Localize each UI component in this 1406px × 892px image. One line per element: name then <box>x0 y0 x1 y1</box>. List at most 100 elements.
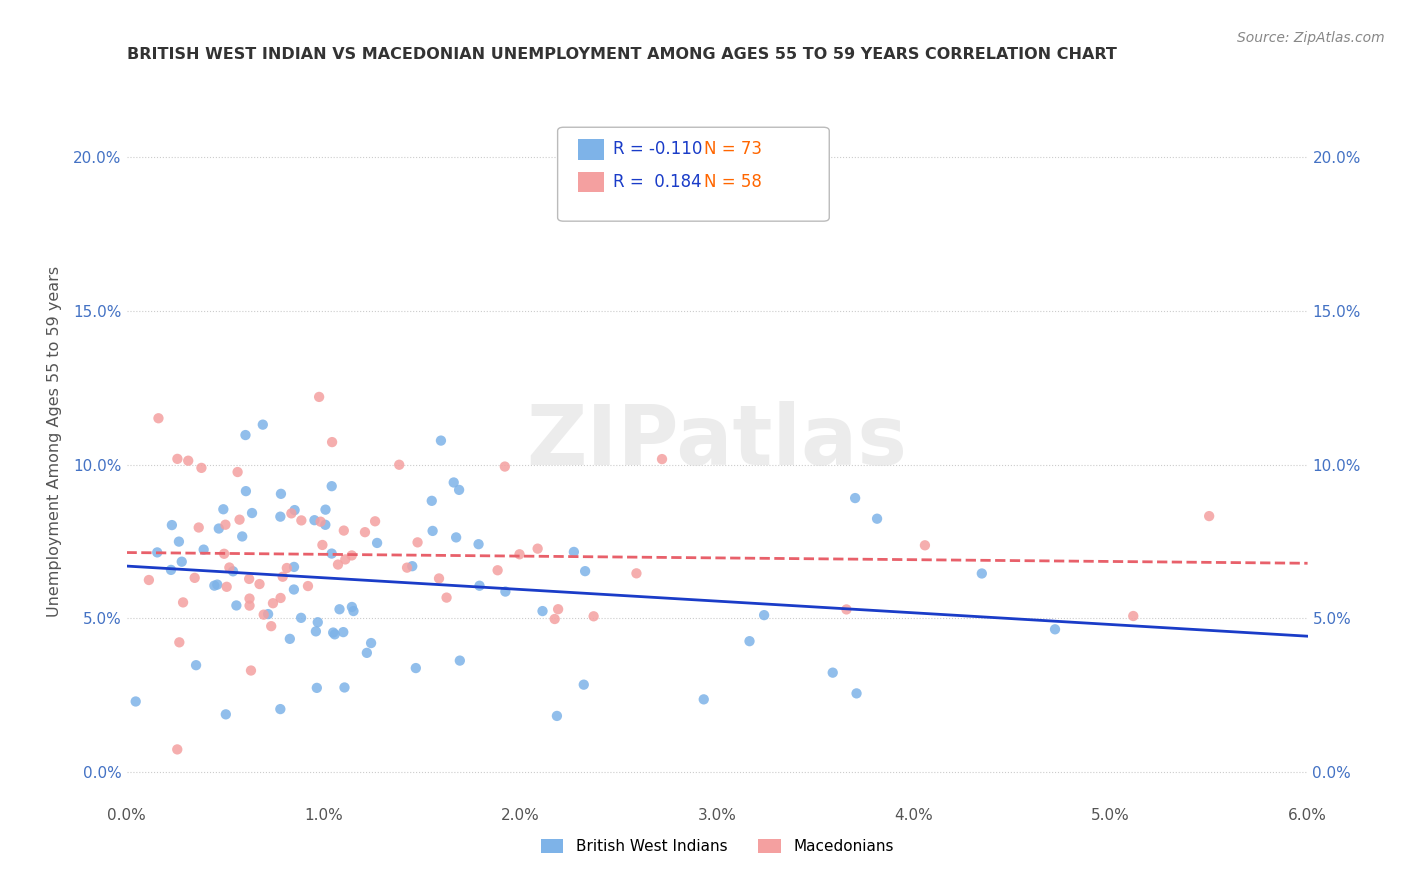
Point <box>315 502 337 516</box>
Point <box>240 506 263 520</box>
Point <box>321 435 343 450</box>
Point <box>430 434 453 448</box>
Point <box>187 520 209 534</box>
Point <box>388 458 411 472</box>
Point <box>1122 609 1144 624</box>
Point <box>468 579 491 593</box>
Text: N = 58: N = 58 <box>704 173 762 191</box>
Point <box>326 558 349 572</box>
Point <box>271 570 294 584</box>
Point <box>626 566 648 581</box>
Point <box>290 513 312 527</box>
Point <box>235 428 257 442</box>
Point <box>269 702 291 716</box>
Point <box>547 602 569 616</box>
Point <box>323 627 346 641</box>
Point <box>257 607 280 621</box>
Point <box>422 524 444 538</box>
Point <box>270 487 292 501</box>
Point <box>333 524 356 538</box>
Text: BRITISH WEST INDIAN VS MACEDONIAN UNEMPLOYMENT AMONG AGES 55 TO 59 YEARS CORRELA: BRITISH WEST INDIAN VS MACEDONIAN UNEMPL… <box>127 47 1116 62</box>
Point <box>125 694 148 708</box>
Point <box>160 563 183 577</box>
Point <box>218 560 240 574</box>
Point <box>1198 509 1220 524</box>
Point <box>138 573 160 587</box>
Point <box>335 552 357 566</box>
Point <box>290 611 312 625</box>
Point <box>193 542 215 557</box>
Point <box>166 742 188 756</box>
Point <box>562 545 585 559</box>
Point <box>574 564 596 578</box>
FancyBboxPatch shape <box>558 128 830 221</box>
Point <box>283 560 305 574</box>
Point <box>509 547 531 561</box>
Point <box>177 453 200 467</box>
Point <box>172 595 194 609</box>
Point <box>738 634 761 648</box>
Point <box>297 579 319 593</box>
Point <box>546 709 568 723</box>
Point <box>1043 622 1066 636</box>
Point <box>160 518 183 533</box>
Point <box>309 515 332 529</box>
Point <box>321 547 343 561</box>
Point <box>166 451 188 466</box>
Point <box>311 538 333 552</box>
Point <box>360 636 382 650</box>
Point <box>308 390 330 404</box>
Point <box>821 665 844 680</box>
Point <box>238 572 260 586</box>
Legend: British West Indians, Macedonians: British West Indians, Macedonians <box>534 833 900 860</box>
Point <box>231 529 253 543</box>
Point <box>278 632 301 646</box>
Text: Source: ZipAtlas.com: Source: ZipAtlas.com <box>1237 31 1385 45</box>
Point <box>444 530 467 544</box>
Point <box>305 624 328 639</box>
Point <box>305 681 328 695</box>
Point <box>356 646 378 660</box>
Y-axis label: Unemployment Among Ages 55 to 59 years: Unemployment Among Ages 55 to 59 years <box>48 266 62 617</box>
Point <box>395 560 418 574</box>
Point <box>321 479 343 493</box>
Point <box>340 549 363 563</box>
Point <box>333 681 356 695</box>
Point <box>449 483 471 497</box>
Point <box>208 522 231 536</box>
Point <box>340 599 363 614</box>
Point <box>835 602 858 616</box>
Point <box>332 625 354 640</box>
Point <box>420 493 443 508</box>
Point <box>252 417 274 432</box>
Point <box>167 534 190 549</box>
Point <box>146 545 169 559</box>
Point <box>228 513 250 527</box>
Point <box>262 596 284 610</box>
Text: ZIPatlas: ZIPatlas <box>527 401 907 482</box>
Point <box>970 566 993 581</box>
Point <box>253 607 276 622</box>
Point <box>276 561 298 575</box>
Point <box>283 582 305 597</box>
Point <box>284 503 307 517</box>
Point <box>494 459 516 474</box>
Point <box>572 678 595 692</box>
Point <box>207 577 229 591</box>
Point <box>270 591 292 605</box>
Point <box>494 584 516 599</box>
Point <box>531 604 554 618</box>
Point <box>866 512 889 526</box>
Point <box>212 547 235 561</box>
Point <box>226 465 249 479</box>
Point <box>752 608 775 623</box>
Point <box>222 564 245 578</box>
Text: R = -0.110: R = -0.110 <box>613 140 703 159</box>
Point <box>405 661 427 675</box>
Point <box>845 686 868 700</box>
Point <box>914 538 936 552</box>
Point <box>526 541 548 556</box>
Point <box>202 579 225 593</box>
Point <box>436 591 458 605</box>
Point <box>169 635 191 649</box>
